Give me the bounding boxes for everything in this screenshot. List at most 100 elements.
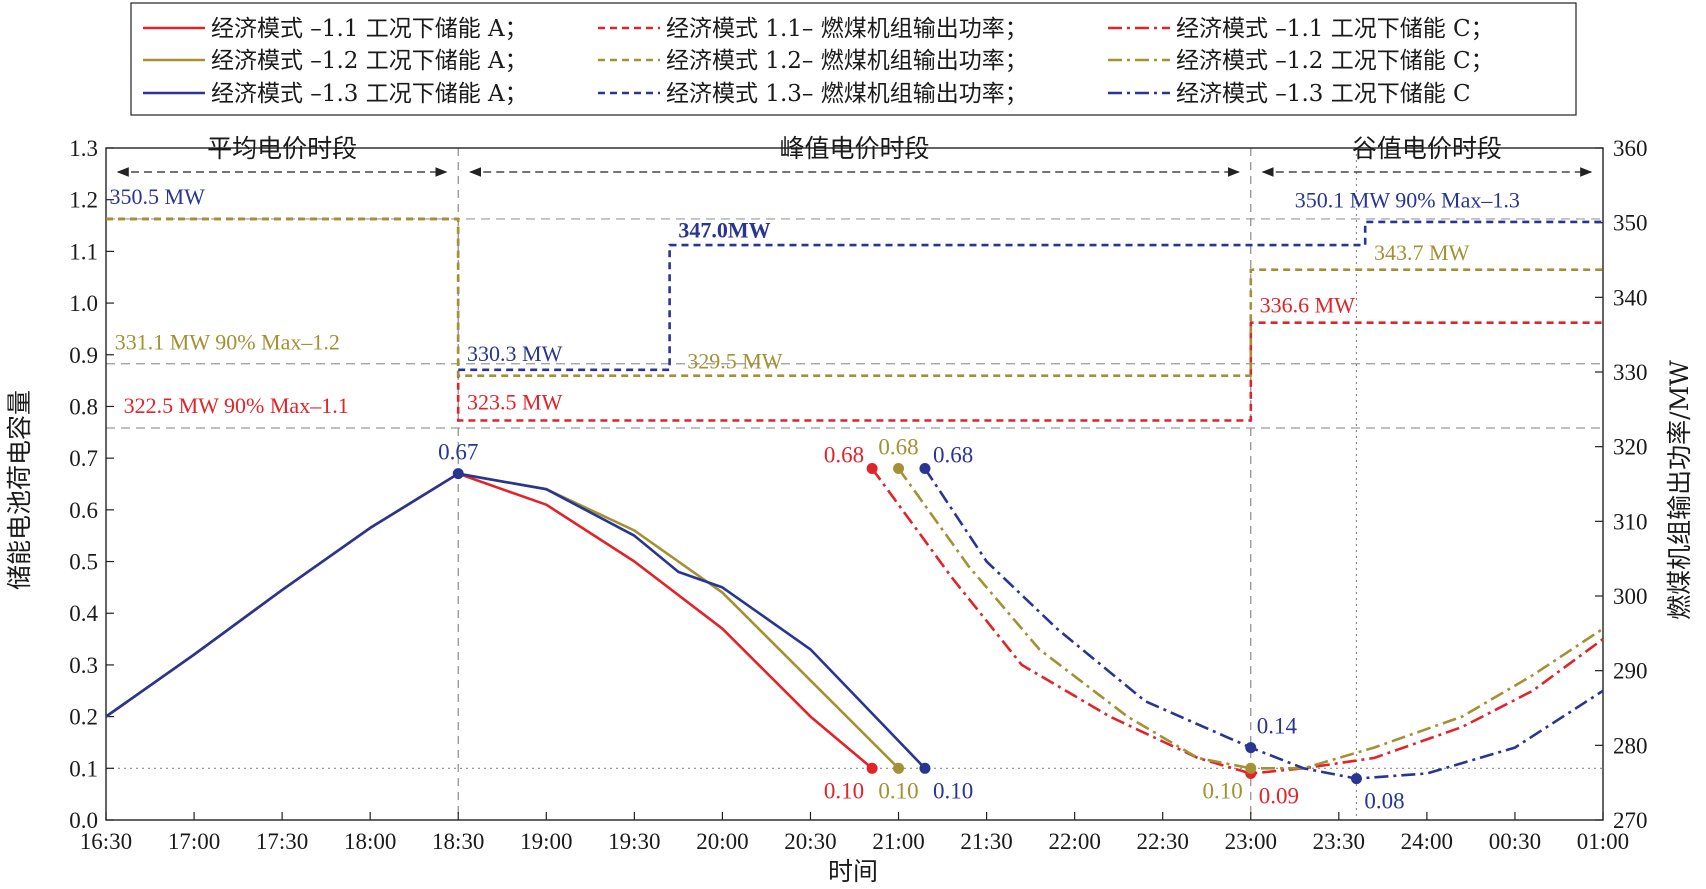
y-left-tick-label: 0.2 xyxy=(69,705,98,730)
data-marker xyxy=(893,462,905,474)
y-left-tick-label: 0.8 xyxy=(69,394,98,419)
data-marker xyxy=(919,762,931,774)
power-series-line xyxy=(458,220,1603,372)
y-left-tick-label: 0.9 xyxy=(69,343,98,368)
period-labels: 平均电价时段 峰值电价时段 谷值电价时段 xyxy=(116,134,1593,177)
x-tick-label: 19:00 xyxy=(520,829,572,854)
x-tick-label: 20:00 xyxy=(696,829,748,854)
x-tick-label: 21:00 xyxy=(872,829,924,854)
plot-frame xyxy=(105,147,1604,821)
soc-series-line xyxy=(871,467,1604,775)
soc-series-line xyxy=(105,472,873,770)
period-label: 谷值电价时段 xyxy=(1352,134,1502,163)
power-annotation: 350.1 MW 90% Max–1.3 xyxy=(1295,188,1520,213)
y-left-tick-label: 0.1 xyxy=(69,756,98,781)
x-tick-label: 18:30 xyxy=(432,829,484,854)
power-annotation: 329.5 MW xyxy=(687,348,783,373)
power-annotation: 336.6 MW xyxy=(1260,292,1356,317)
annotations: 350.5 MW 331.1 MW 90% Max–1.2 322.5 MW 90%… xyxy=(110,184,1520,418)
data-marker xyxy=(452,468,464,480)
x-tick-label: 16:30 xyxy=(80,829,132,854)
markers: 0.67 0.10 0.10 0.10 0.68 0.68 0.68 0.14 0.09 0.10… xyxy=(438,434,1405,813)
legend-box xyxy=(130,2,1577,116)
y-right-tick-label: 300 xyxy=(1613,584,1648,609)
legend-label: 经济模式 –1.3 工况下储能 C xyxy=(1176,81,1471,107)
y-right-axis-title: 燃煤机组输出功率/MW xyxy=(1665,360,1694,620)
y-left-tick-label: 0.3 xyxy=(69,653,98,678)
power-annotation: 331.1 MW 90% Max–1.2 xyxy=(115,330,340,355)
y-left-tick-label: 0.5 xyxy=(69,550,98,575)
data-marker xyxy=(866,762,878,774)
power-annotation: 323.5 MW xyxy=(467,389,563,414)
x-tick-label: 24:00 xyxy=(1401,829,1453,854)
y-right-tick-label: 340 xyxy=(1613,285,1648,310)
y-right-tick-label: 320 xyxy=(1613,435,1648,460)
legend-label: 经济模式 1.3– 燃煤机组输出功率； xyxy=(666,81,1028,107)
x-tick-label: 23:30 xyxy=(1313,829,1365,854)
data-label: 0.10 xyxy=(1203,778,1243,803)
y-left-tick-label: 0.6 xyxy=(69,498,98,523)
soc-series-line xyxy=(105,472,900,770)
y-left-tick-label: 0.0 xyxy=(69,808,98,833)
reference-lines xyxy=(106,148,1603,820)
data-label: 0.68 xyxy=(933,442,973,467)
soc-series-line xyxy=(105,472,926,770)
x-tick-label: 00:30 xyxy=(1489,829,1541,854)
x-tick-label: 23:00 xyxy=(1225,829,1277,854)
y-right-tick-label: 310 xyxy=(1613,509,1648,534)
x-tick-label: 21:30 xyxy=(960,829,1012,854)
y-left-tick-label: 1.1 xyxy=(69,239,98,264)
x-tick-label: 20:30 xyxy=(784,829,836,854)
y-left-tick-label: 0.7 xyxy=(69,446,98,471)
data-marker xyxy=(1245,762,1257,774)
data-marker xyxy=(866,462,878,474)
y-left-tick-label: 1.3 xyxy=(69,136,98,161)
y-left-tick-label: 0.4 xyxy=(69,601,98,626)
y-right-tick-label: 360 xyxy=(1613,136,1648,161)
data-label: 0.08 xyxy=(1364,789,1404,814)
x-tick-label: 18:00 xyxy=(344,829,396,854)
series xyxy=(105,217,1604,780)
y-right-tick-label: 330 xyxy=(1613,360,1648,385)
data-label: 0.09 xyxy=(1259,783,1299,808)
x-tick-label: 22:00 xyxy=(1048,829,1100,854)
legend-label: 经济模式 –1.1 工况下储能 A； xyxy=(211,16,528,42)
data-label: 0.68 xyxy=(878,434,918,459)
y-left-tick-label: 1.0 xyxy=(69,291,98,316)
data-label: 0.10 xyxy=(933,778,973,803)
power-annotation: 322.5 MW 90% Max–1.1 xyxy=(124,393,349,418)
power-annotation: 343.7 MW xyxy=(1374,240,1470,265)
soc-series-line xyxy=(897,467,1604,770)
data-label: 0.10 xyxy=(824,778,864,803)
x-tick-label: 19:30 xyxy=(608,829,660,854)
legend-label: 经济模式 1.2– 燃煤机组输出功率； xyxy=(666,48,1028,74)
legend-label: 经济模式 –1.2 工况下储能 A； xyxy=(211,48,528,74)
data-marker xyxy=(1245,742,1257,754)
y-left-axis-title: 储能电池荷电容量 xyxy=(5,390,34,590)
y-right-tick-label: 350 xyxy=(1613,211,1648,236)
data-marker xyxy=(893,762,905,774)
data-marker xyxy=(919,462,931,474)
legend-label: 经济模式 1.1– 燃煤机组输出功率； xyxy=(666,16,1028,42)
y-left-tick-label: 1.2 xyxy=(69,188,98,213)
power-annotation: 330.3 MW xyxy=(467,341,563,366)
x-axis-title: 时间 xyxy=(828,857,878,886)
legend-label: 经济模式 –1.1 工况下储能 C； xyxy=(1176,16,1494,42)
x-tick-label: 22:30 xyxy=(1137,829,1189,854)
axes: 0.0 0.1 0.2 0.3 0.4 0.5 0.6 0.7 0.8 0.9 1.0 1.1 1.2 1… xyxy=(69,136,1647,854)
legend: 经济模式 –1.1 工况下储能 A； 经济模式 1.1– 燃煤机组输出功率； 经济模… xyxy=(130,2,1577,116)
legend-label: 经济模式 –1.2 工况下储能 C； xyxy=(1176,48,1494,74)
data-marker xyxy=(1350,773,1362,785)
data-label: 0.14 xyxy=(1257,714,1298,739)
x-tick-label: 01:00 xyxy=(1577,829,1629,854)
data-label: 0.67 xyxy=(438,440,478,465)
y-right-tick-label: 280 xyxy=(1613,733,1648,758)
power-series-line xyxy=(106,217,1603,377)
x-tick-label: 17:00 xyxy=(168,829,220,854)
soc-series-line xyxy=(923,467,1604,780)
data-label: 0.10 xyxy=(878,778,918,803)
legend-label: 经济模式 –1.3 工况下储能 A； xyxy=(211,81,528,107)
data-label: 0.68 xyxy=(824,442,864,467)
y-right-tick-label: 290 xyxy=(1613,659,1648,684)
